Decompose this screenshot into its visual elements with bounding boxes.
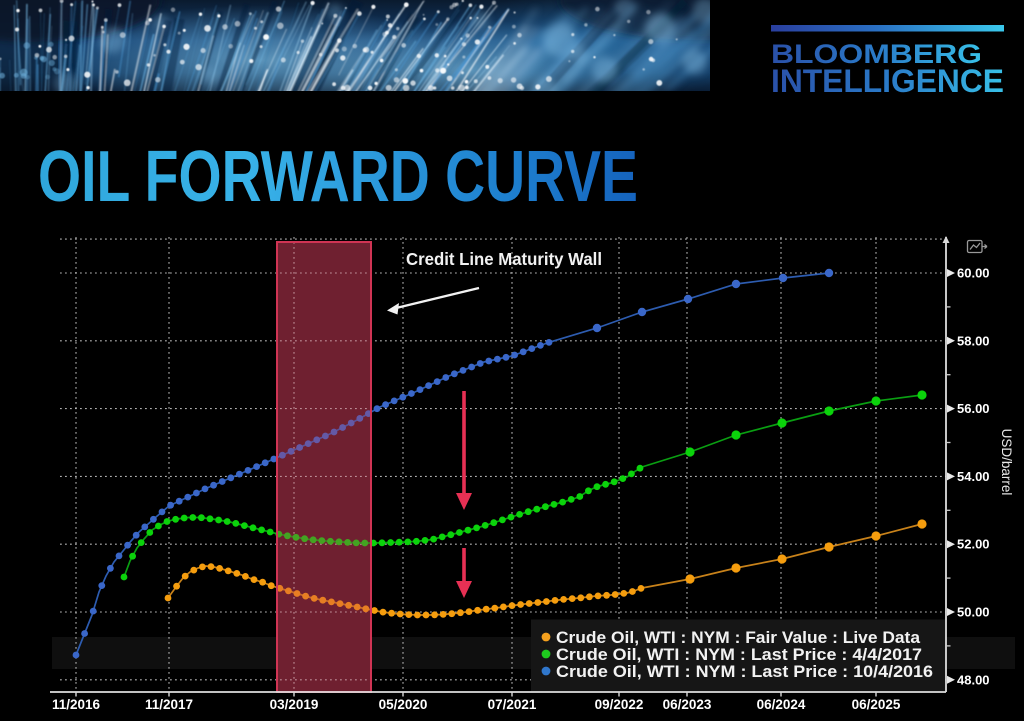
svg-text:50.00: 50.00 <box>957 605 990 620</box>
svg-text:52.00: 52.00 <box>957 537 990 552</box>
svg-text:Crude Oil, WTI : NYM : Last Pr: Crude Oil, WTI : NYM : Last Price : 4/4/… <box>556 645 922 664</box>
svg-text:58.00: 58.00 <box>957 333 990 348</box>
svg-text:06/2023: 06/2023 <box>663 697 712 712</box>
svg-text:03/2019: 03/2019 <box>270 697 319 712</box>
svg-text:06/2025: 06/2025 <box>852 697 901 712</box>
svg-text:56.00: 56.00 <box>957 401 990 416</box>
svg-text:48.00: 48.00 <box>957 672 990 687</box>
svg-text:Credit Line Maturity Wall: Credit Line Maturity Wall <box>406 249 602 269</box>
svg-text:11/2016: 11/2016 <box>52 697 101 712</box>
svg-text:USD/barrel: USD/barrel <box>999 429 1014 496</box>
svg-text:09/2022: 09/2022 <box>595 697 644 712</box>
svg-text:05/2020: 05/2020 <box>379 697 428 712</box>
svg-text:OIL FORWARD CURVE: OIL FORWARD CURVE <box>38 137 638 217</box>
svg-text:11/2017: 11/2017 <box>145 697 193 712</box>
svg-text:Crude Oil, WTI : NYM : Last Pr: Crude Oil, WTI : NYM : Last Price : 10/4… <box>556 662 933 681</box>
svg-text:INTELLIGENCE: INTELLIGENCE <box>771 63 1004 99</box>
svg-text:60.00: 60.00 <box>957 266 990 281</box>
svg-text:BLOOMBERG: BLOOMBERG <box>771 39 982 69</box>
svg-text:07/2021: 07/2021 <box>488 697 537 712</box>
svg-text:Crude Oil, WTI : NYM : Fair Va: Crude Oil, WTI : NYM : Fair Value : Live… <box>556 628 921 647</box>
svg-text:54.00: 54.00 <box>957 469 990 484</box>
svg-text:06/2024: 06/2024 <box>757 697 806 712</box>
